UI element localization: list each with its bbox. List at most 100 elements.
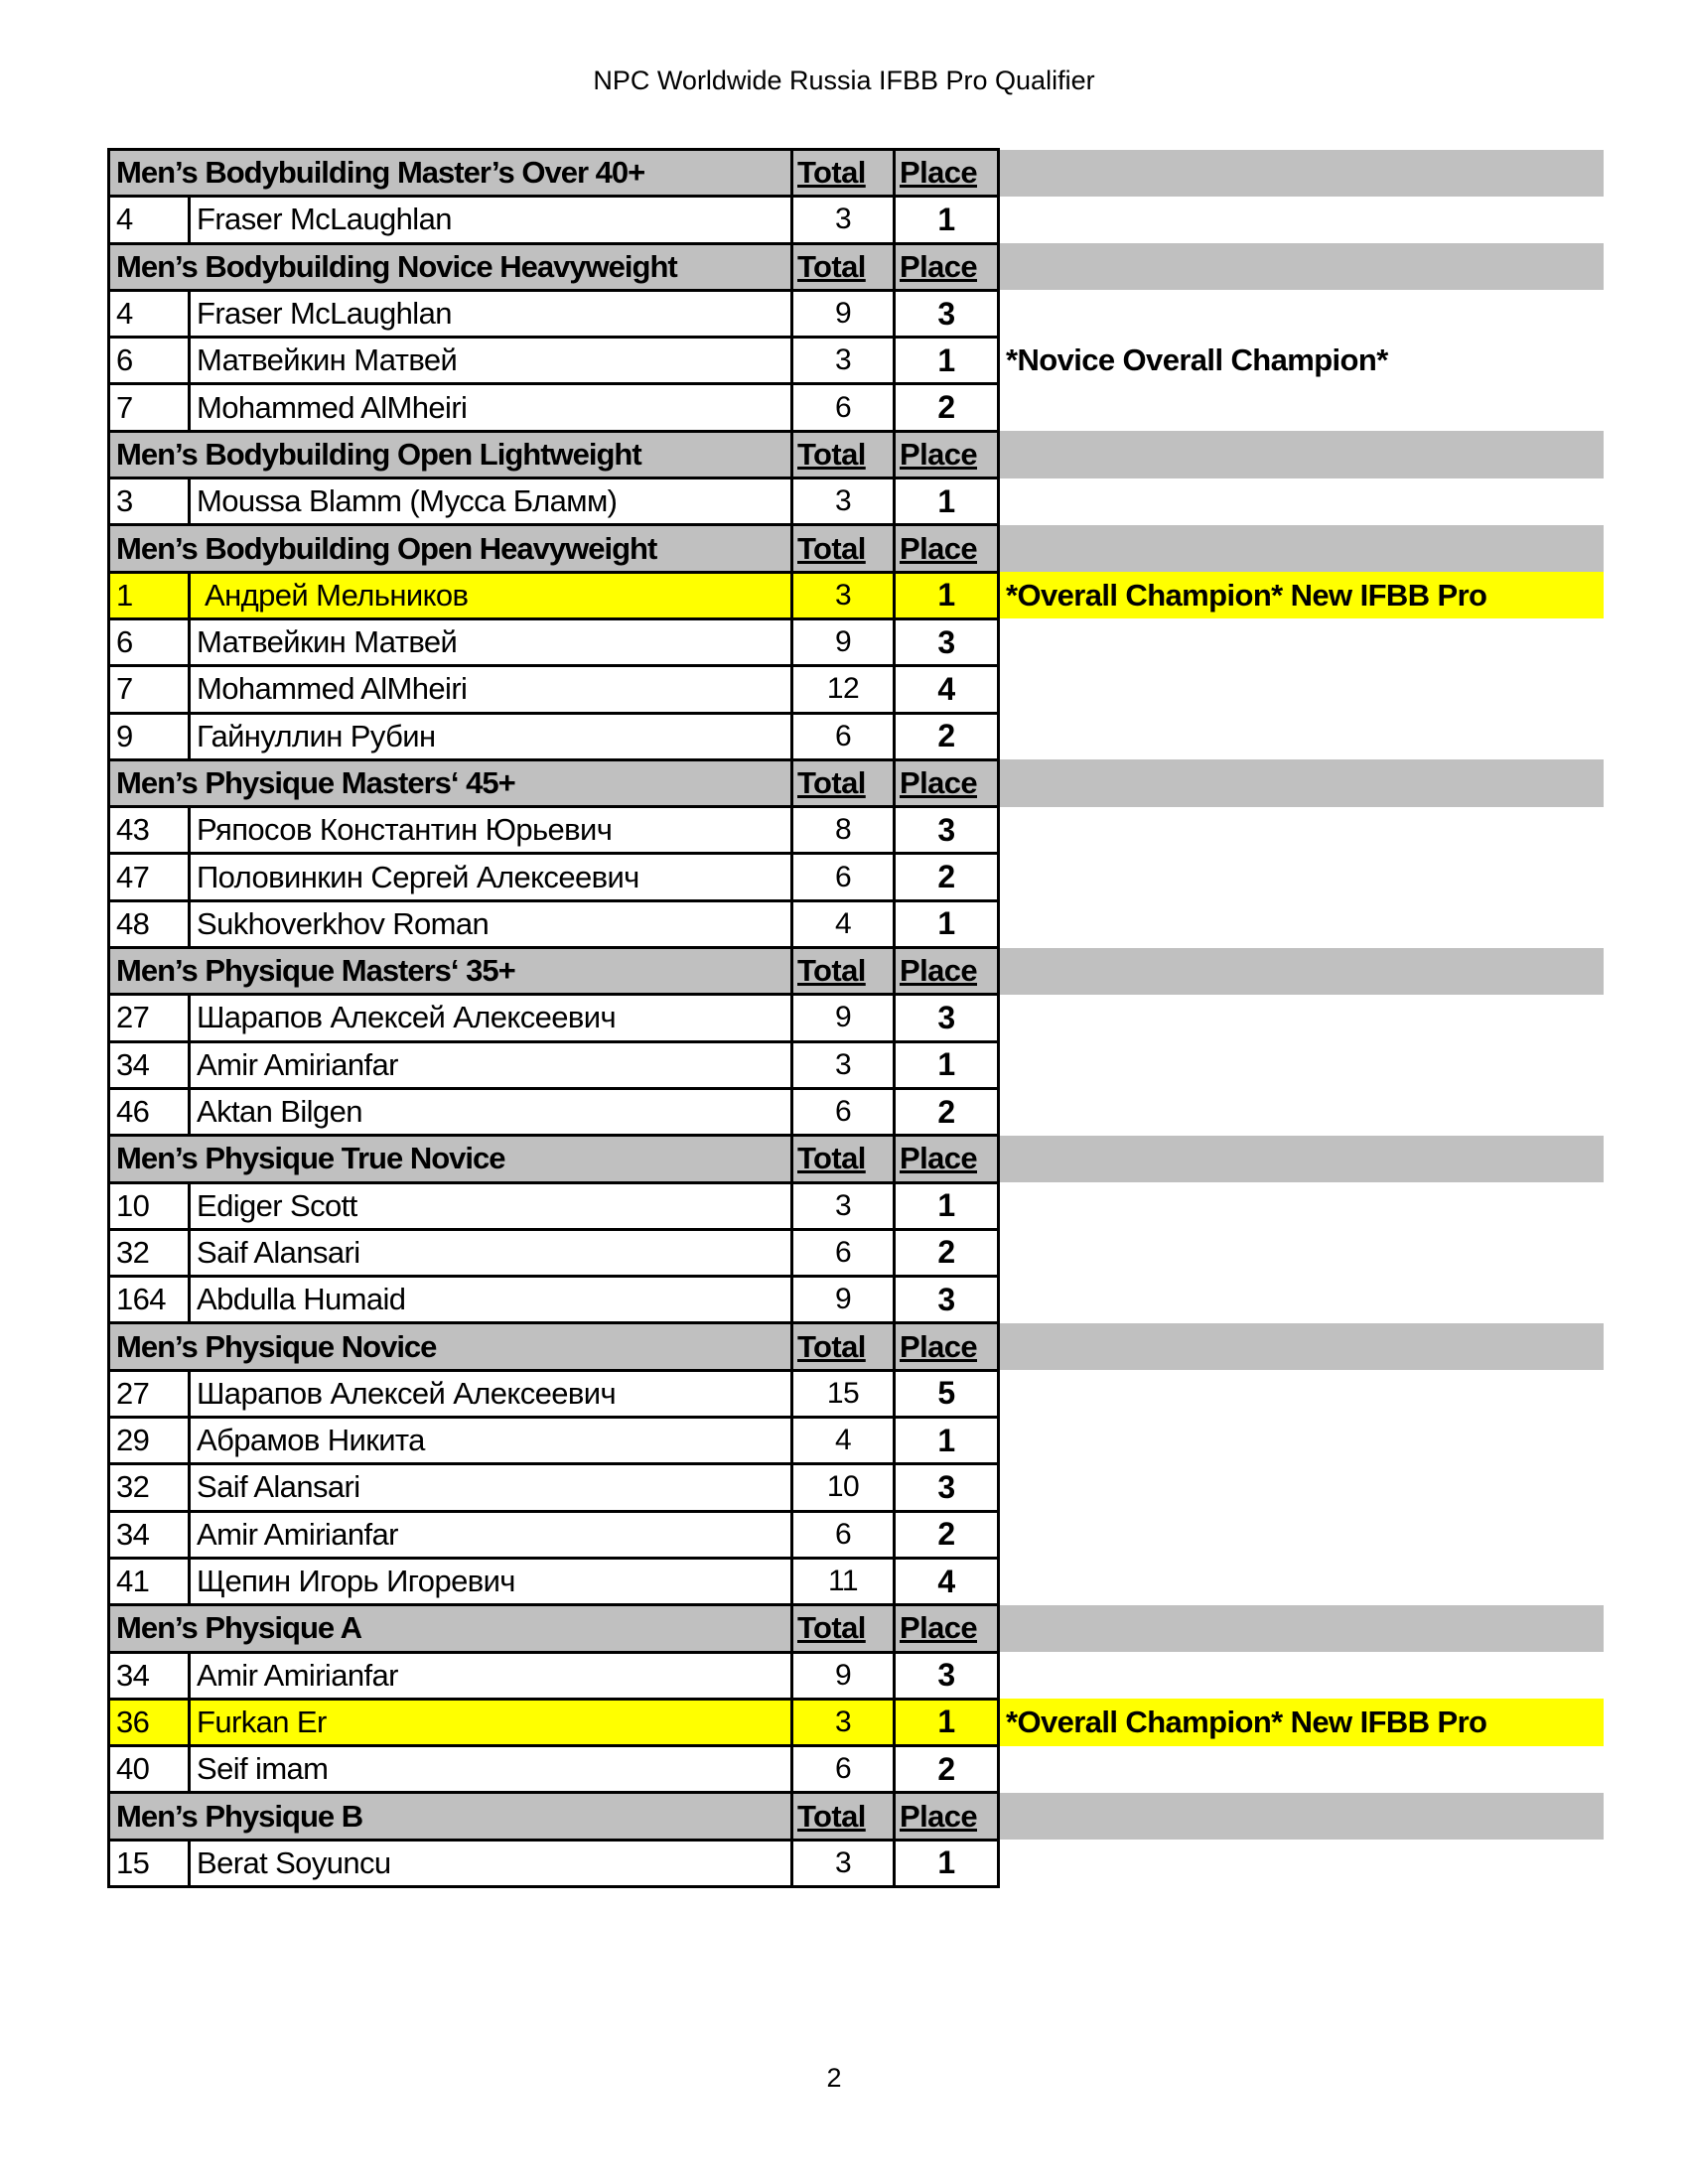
note-empty	[998, 431, 1604, 478]
table-row: 27 Шарапов Алексей Алексеевич 9 3	[107, 993, 1604, 1043]
competitor-name: Матвейкин Матвей	[188, 616, 793, 668]
place-header: Place	[893, 1603, 1000, 1654]
champion-note	[999, 666, 1604, 713]
competitor-name: Aktan Bilgen	[188, 1086, 793, 1138]
table-row: 10 Ediger Scott 3 1	[107, 1180, 1604, 1231]
total-header: Total	[790, 147, 896, 199]
competitor-name: Ediger Scott	[188, 1180, 793, 1231]
total-header: Total	[790, 241, 896, 292]
competitor-name: Ряпосов Константин Юрьевич	[188, 805, 793, 856]
total-score: 6	[790, 1086, 896, 1138]
total-score: 6	[790, 852, 896, 902]
table-row: 164 Abdulla Humaid 9 3	[107, 1275, 1604, 1325]
competitor-name: Fraser McLaughlan	[188, 195, 793, 245]
competitor-name: Amir Amirianfar	[188, 1509, 793, 1560]
note-empty	[998, 1604, 1604, 1652]
competitor-number: 1	[107, 570, 191, 620]
competitor-name: Шарапов Алексей Алексеевич	[188, 993, 793, 1043]
note-empty	[998, 1322, 1604, 1371]
table-row: 7 Mohammed AlMheiri 6 2	[107, 382, 1604, 433]
total-header: Total	[790, 757, 896, 809]
competitor-number: 32	[107, 1462, 191, 1513]
competitor-number: 41	[107, 1556, 191, 1607]
place-header: Place	[893, 429, 1000, 480]
competitor-number: 4	[107, 288, 191, 340]
category-header: Men’s Bodybuilding Open Heavyweight Total…	[107, 523, 1604, 574]
place: 1	[893, 195, 1000, 245]
table-row: 9 Гайнуллин Рубин 6 2	[107, 711, 1604, 761]
champion-note	[999, 854, 1604, 900]
total-score: 8	[790, 805, 896, 856]
competitor-name: Fraser McLaughlan	[188, 288, 793, 340]
champion-note	[999, 290, 1604, 337]
table-row: 47 Половинкин Сергей Алексеевич 6 2	[107, 852, 1604, 902]
total-score: 3	[790, 1180, 896, 1231]
total-header: Total	[790, 946, 896, 997]
competitor-number: 7	[107, 382, 191, 433]
place-header: Place	[893, 1791, 1000, 1842]
table-row: 29 Абрамов Никита 4 1	[107, 1416, 1604, 1466]
total-score: 3	[790, 477, 896, 527]
place: 1	[893, 477, 1000, 527]
champion-note	[999, 1652, 1604, 1699]
category-header: Men’s Physique Masters‘ 45+ Total Place	[107, 757, 1604, 809]
table-row: 32 Saif Alansari 10 3	[107, 1462, 1604, 1513]
total-header: Total	[790, 429, 896, 480]
competitor-name: Половинкин Сергей Алексеевич	[188, 852, 793, 902]
category-name: Men’s Bodybuilding Open Heavyweight	[107, 523, 793, 574]
table-row: 36 Furkan Er 3 1 *Overall Champion* New IFBB…	[107, 1697, 1604, 1748]
note-empty	[998, 149, 1604, 197]
champion-note	[999, 1511, 1604, 1558]
champion-note	[999, 1088, 1604, 1135]
place: 5	[893, 1368, 1000, 1420]
competitor-name: Moussa Blamm (Мусса Бламм)	[188, 477, 793, 527]
table-row: 40 Seif imam 6 2	[107, 1744, 1604, 1795]
category-name: Men’s Bodybuilding Master’s Over 40+	[107, 147, 793, 199]
total-score: 11	[790, 1556, 896, 1607]
place: 1	[893, 570, 1000, 620]
competitor-number: 9	[107, 711, 191, 761]
place: 1	[893, 1838, 1000, 1888]
table-row: 4 Fraser McLaughlan 3 1	[107, 195, 1604, 245]
competitor-name: Щепин Игорь Игоревич	[188, 1556, 793, 1607]
place: 1	[893, 1180, 1000, 1231]
page-number: 2	[826, 2063, 842, 2093]
table-row: 6 Матвейкин Матвей 9 3	[107, 616, 1604, 668]
champion-note: *Novice Overall Champion*	[1006, 342, 1388, 378]
place-header: Place	[893, 1134, 1000, 1184]
total-score: 6	[790, 1509, 896, 1560]
total-header: Total	[790, 523, 896, 574]
category-header: Men’s Bodybuilding Novice Heavyweight Tot…	[107, 241, 1604, 292]
champion-note: *Overall Champion* New IFBB Pro	[998, 1699, 1604, 1746]
competitor-number: 48	[107, 898, 191, 950]
total-score: 9	[790, 1650, 896, 1701]
competitor-number: 4	[107, 195, 191, 245]
place: 4	[893, 664, 1000, 715]
note-empty	[998, 524, 1604, 573]
competitor-name: Seif imam	[188, 1744, 793, 1795]
table-row: 4 Fraser McLaughlan 9 3	[107, 288, 1604, 340]
category-name: Men’s Physique True Novice	[107, 1134, 793, 1184]
competitor-name: Андрей Мельников	[188, 570, 793, 620]
table-row: 34 Amir Amirianfar 3 1	[107, 1039, 1604, 1090]
competitor-name: Sukhoverkhov Roman	[188, 898, 793, 950]
table-row: 7 Mohammed AlMheiri 12 4	[107, 664, 1604, 715]
note-empty	[998, 759, 1604, 807]
table-row: 34 Amir Amirianfar 9 3	[107, 1650, 1604, 1701]
competitor-name: Шарапов Алексей Алексеевич	[188, 1368, 793, 1420]
category-name: Men’s Bodybuilding Novice Heavyweight	[107, 241, 793, 292]
competitor-number: 34	[107, 1650, 191, 1701]
table-row: 43 Ряпосов Константин Юрьевич 8 3	[107, 805, 1604, 856]
place: 2	[893, 1744, 1000, 1795]
category-header: Men’s Bodybuilding Master’s Over 40+ Tota…	[107, 147, 1604, 199]
champion-note	[999, 1840, 1604, 1886]
champion-note	[999, 1464, 1604, 1511]
competitor-number: 32	[107, 1227, 191, 1279]
competitor-number: 46	[107, 1086, 191, 1138]
place: 3	[893, 616, 1000, 668]
place: 3	[893, 1650, 1000, 1701]
competitor-number: 27	[107, 1368, 191, 1420]
competitor-name: Saif Alansari	[188, 1462, 793, 1513]
competitor-number: 47	[107, 852, 191, 902]
